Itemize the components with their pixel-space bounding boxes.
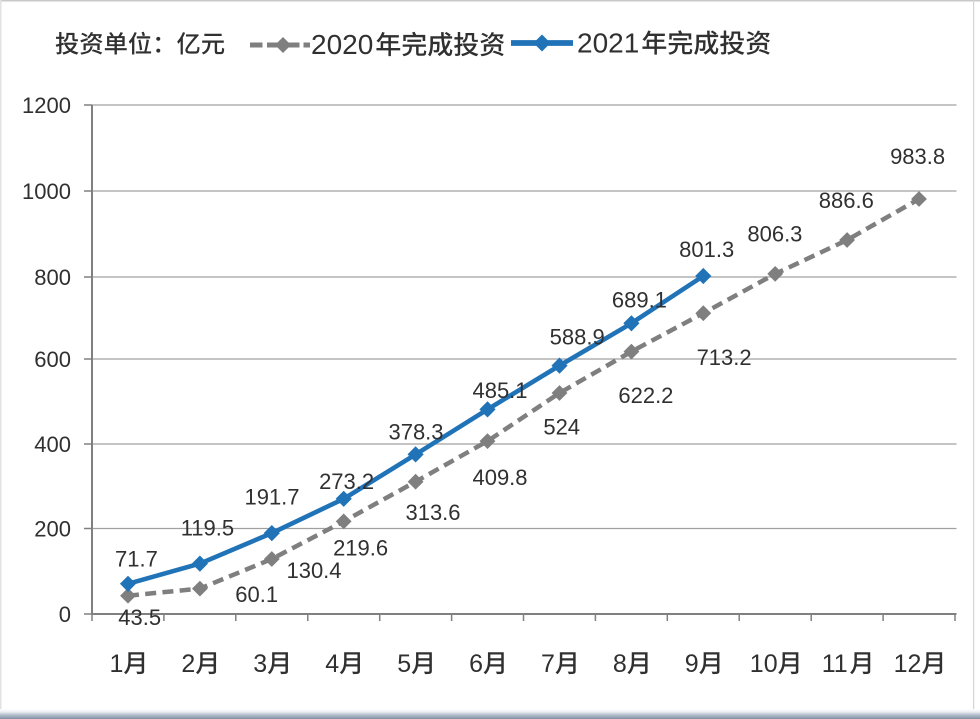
svg-text:12: 12 [894,650,922,678]
svg-text:313.6: 313.6 [405,500,460,525]
svg-text:119.5: 119.5 [181,516,234,541]
svg-text:200: 200 [34,517,71,542]
svg-text:130.4: 130.4 [286,558,341,583]
svg-text:4: 4 [325,650,339,678]
svg-text:600: 600 [34,347,71,372]
svg-text:219.6: 219.6 [333,535,388,560]
svg-text:378.3: 378.3 [388,420,443,445]
svg-text:485.1: 485.1 [472,378,527,403]
svg-text:3: 3 [253,650,267,678]
svg-text:2021: 2021 [577,28,639,59]
svg-text:524: 524 [543,415,580,440]
svg-text:689.1: 689.1 [612,287,667,312]
svg-text:588.9: 588.9 [550,325,605,350]
svg-text:713.2: 713.2 [697,345,752,370]
svg-text:8: 8 [613,650,627,678]
svg-text:7: 7 [541,650,555,678]
svg-text:983.8: 983.8 [890,144,945,169]
svg-text:9: 9 [685,650,699,678]
svg-text:11: 11 [822,650,848,678]
svg-text:800: 800 [34,265,71,290]
svg-text:1200: 1200 [22,93,71,118]
svg-text:622.2: 622.2 [618,383,673,408]
svg-text:10: 10 [750,650,778,678]
svg-text:886.6: 886.6 [819,188,874,213]
svg-text:2: 2 [181,650,195,678]
svg-text:1000: 1000 [22,179,71,204]
svg-text:71.7: 71.7 [115,547,158,572]
svg-text:806.3: 806.3 [747,221,802,246]
svg-text:6: 6 [469,650,483,678]
svg-text:273.2: 273.2 [319,469,374,494]
svg-text:409.8: 409.8 [472,465,527,490]
svg-text:60.1: 60.1 [235,582,278,607]
svg-text:43.5: 43.5 [118,605,161,630]
svg-text:0: 0 [59,602,71,627]
svg-text:400: 400 [34,432,71,457]
svg-text:191.7: 191.7 [244,485,299,510]
svg-text:5: 5 [397,650,411,678]
svg-text:2020: 2020 [311,29,373,60]
svg-text:801.3: 801.3 [679,237,734,262]
svg-text:1: 1 [110,650,124,678]
